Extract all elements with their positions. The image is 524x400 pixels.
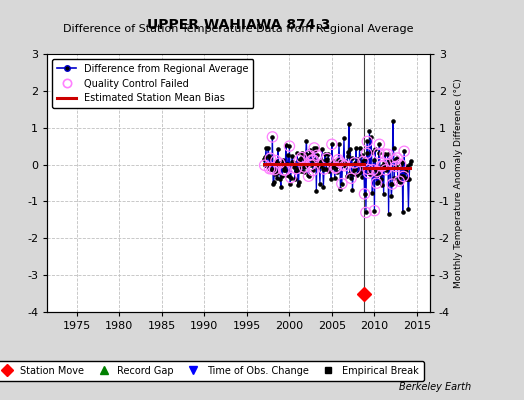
- Quality Control Failed: [335, 159, 344, 165]
- Quality Control Failed: [280, 167, 288, 173]
- Quality Control Failed: [268, 134, 277, 140]
- Line: Difference from Regional Average: Difference from Regional Average: [262, 122, 365, 193]
- Quality Control Failed: [275, 160, 283, 166]
- Point: [381, 167, 390, 173]
- Point: [388, 181, 396, 187]
- Quality Control Failed: [281, 167, 289, 173]
- Quality Control Failed: [309, 167, 317, 174]
- Quality Control Failed: [292, 165, 301, 172]
- Point: [395, 178, 403, 184]
- Point: [381, 151, 389, 157]
- Legend: Station Move, Record Gap, Time of Obs. Change, Empirical Break: Station Move, Record Gap, Time of Obs. C…: [0, 361, 423, 381]
- Quality Control Failed: [260, 162, 269, 168]
- Point: [363, 150, 371, 156]
- Difference from Regional Average: [261, 156, 267, 161]
- Quality Control Failed: [359, 158, 367, 165]
- Quality Control Failed: [300, 164, 309, 170]
- Quality Control Failed: [268, 166, 276, 172]
- Point: [363, 138, 372, 145]
- Quality Control Failed: [308, 157, 316, 163]
- Quality Control Failed: [332, 164, 341, 170]
- Point: [400, 148, 408, 154]
- Point: [373, 180, 381, 186]
- Quality Control Failed: [285, 143, 293, 149]
- Quality Control Failed: [331, 165, 340, 171]
- Point: [364, 166, 372, 173]
- Point: [362, 209, 370, 216]
- Difference from Regional Average: [346, 171, 353, 176]
- Quality Control Failed: [287, 174, 295, 181]
- Quality Control Failed: [334, 156, 343, 163]
- Difference from Regional Average: [348, 155, 355, 160]
- Quality Control Failed: [304, 173, 313, 179]
- Quality Control Failed: [305, 152, 313, 159]
- Difference from Regional Average: [313, 188, 320, 193]
- Point: [370, 208, 379, 214]
- Estimated Station Mean Bias: [361, 162, 367, 166]
- Point: [375, 141, 384, 148]
- Quality Control Failed: [323, 155, 331, 162]
- Point: [391, 163, 400, 170]
- Quality Control Failed: [341, 163, 349, 169]
- Point: [365, 170, 373, 176]
- Point: [377, 163, 386, 169]
- Quality Control Failed: [265, 166, 274, 172]
- Quality Control Failed: [337, 180, 346, 187]
- Point: [379, 162, 387, 169]
- Quality Control Failed: [347, 175, 355, 182]
- Quality Control Failed: [351, 166, 359, 172]
- Title: Difference of Station Temperature Data from Regional Average: Difference of Station Temperature Data f…: [63, 24, 413, 34]
- Quality Control Failed: [313, 152, 321, 158]
- Difference from Regional Average: [360, 159, 366, 164]
- Quality Control Failed: [310, 145, 319, 151]
- Quality Control Failed: [307, 161, 315, 168]
- Quality Control Failed: [351, 160, 359, 166]
- Y-axis label: Monthly Temperature Anomaly Difference (°C): Monthly Temperature Anomaly Difference (…: [454, 78, 463, 288]
- Point: [375, 150, 383, 157]
- Difference from Regional Average: [266, 166, 272, 171]
- Estimated Station Mean Bias: [261, 162, 267, 166]
- Quality Control Failed: [270, 166, 279, 173]
- Text: UPPER WAHIAWA 874.3: UPPER WAHIAWA 874.3: [147, 18, 330, 32]
- Point: [397, 161, 405, 168]
- Quality Control Failed: [328, 141, 336, 148]
- Difference from Regional Average: [261, 163, 268, 168]
- Point: [391, 157, 399, 163]
- Quality Control Failed: [297, 154, 305, 161]
- Point: [393, 155, 401, 161]
- Quality Control Failed: [272, 157, 280, 164]
- Point: [384, 151, 392, 158]
- Quality Control Failed: [266, 155, 275, 162]
- Quality Control Failed: [309, 157, 318, 163]
- Point: [361, 191, 369, 197]
- Difference from Regional Average: [293, 166, 300, 171]
- Difference from Regional Average: [356, 146, 363, 150]
- Point: [373, 168, 381, 174]
- Quality Control Failed: [320, 166, 329, 172]
- Text: Berkeley Earth: Berkeley Earth: [399, 382, 472, 392]
- Quality Control Failed: [339, 161, 347, 167]
- Quality Control Failed: [295, 157, 303, 164]
- Point: [399, 173, 408, 180]
- Point: [369, 167, 377, 173]
- Difference from Regional Average: [346, 122, 352, 126]
